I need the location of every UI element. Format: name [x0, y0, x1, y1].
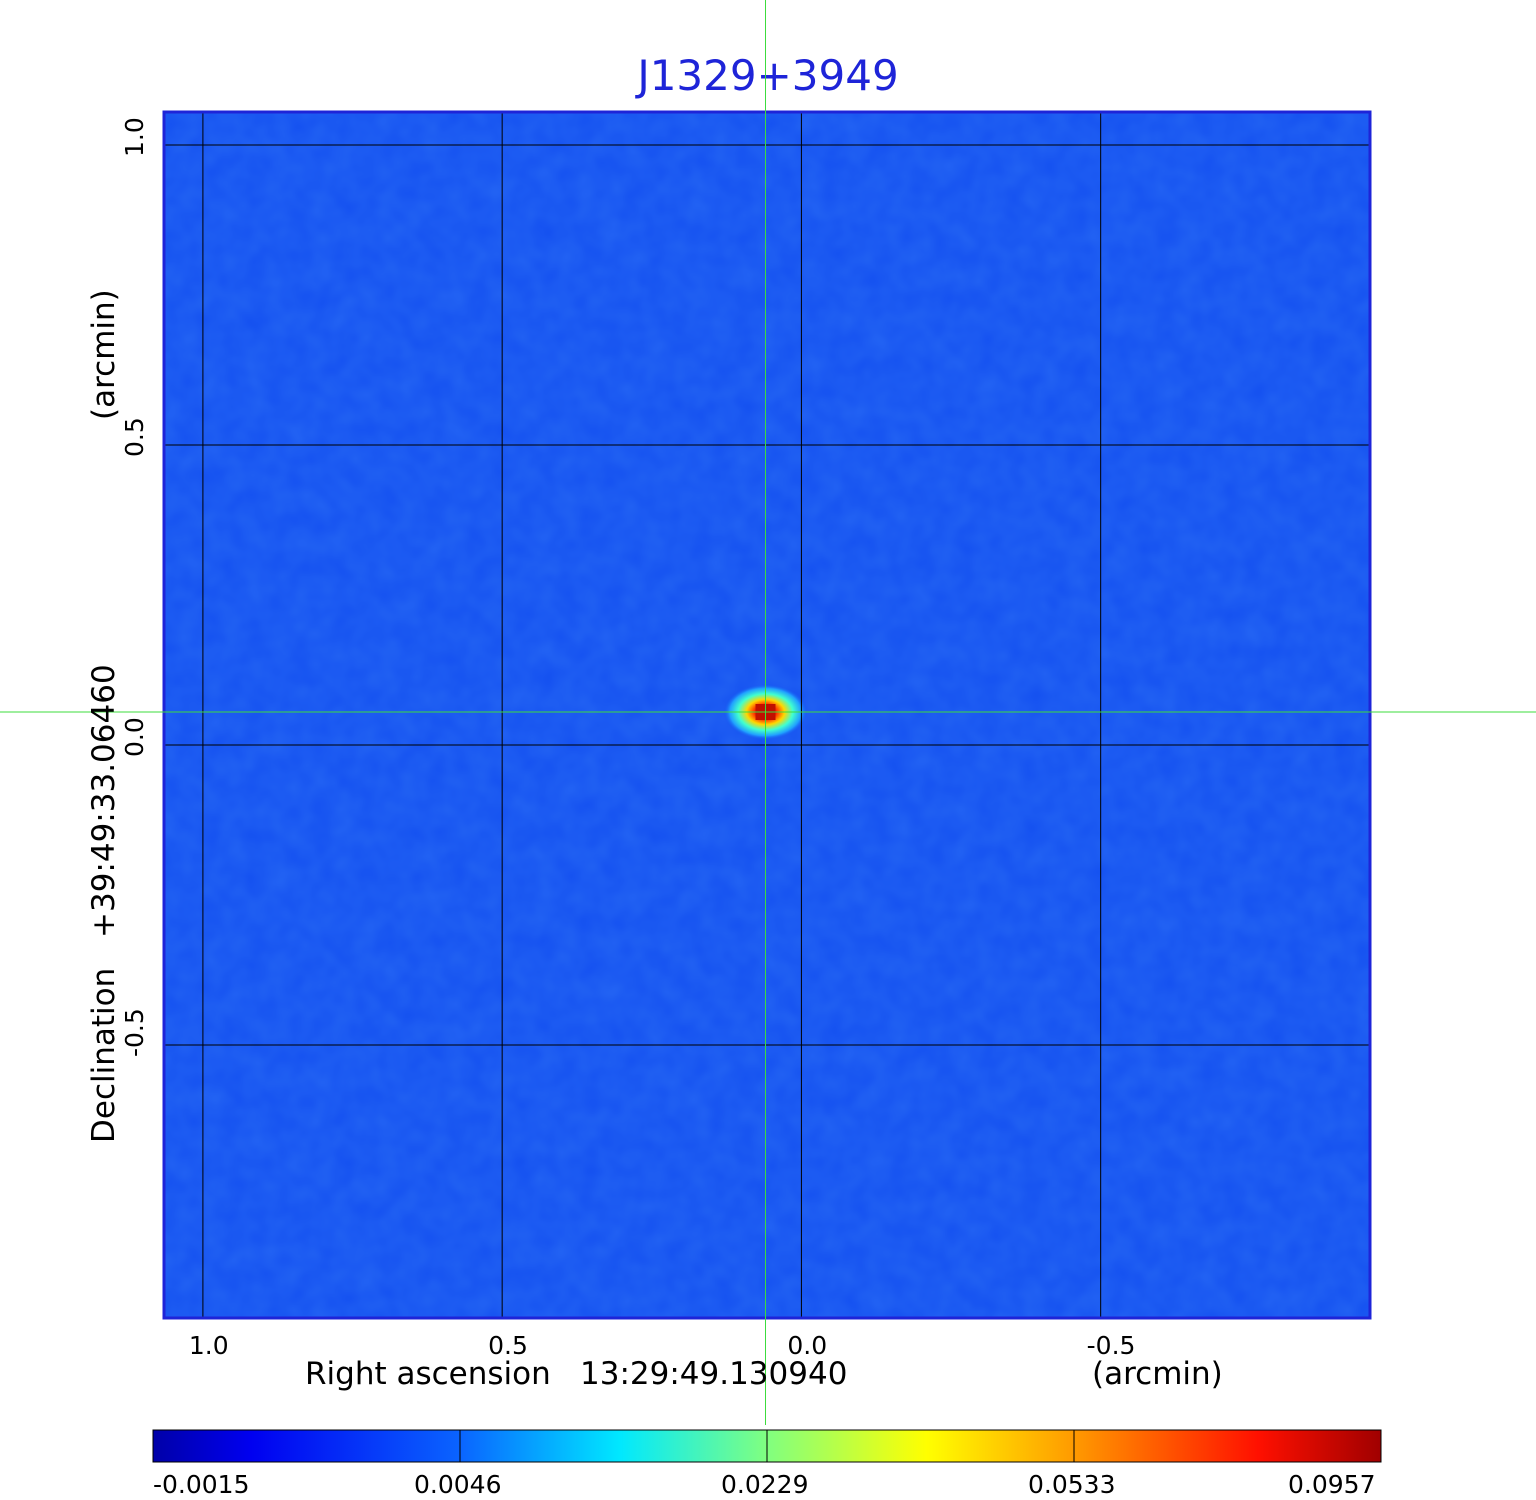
y-tick-label: 0.5 [120, 417, 149, 457]
colorbar-tick-label: 0.0957 [1288, 1470, 1376, 1499]
colorbar [152, 1429, 1382, 1463]
y-tick-label: -0.5 [120, 1008, 149, 1057]
x-tick-label: 0.5 [488, 1331, 528, 1360]
colorbar-tick-label: 0.0046 [414, 1470, 502, 1499]
x-axis-unit: (arcmin) [1092, 1356, 1223, 1392]
x-axis-ref: 13:29:49.130940 [580, 1356, 848, 1392]
frame-border [162, 110, 1372, 1320]
plot-title: J1329+3949 [637, 51, 899, 100]
x-tick-label: 1.0 [188, 1331, 229, 1360]
x-axis-label: Right ascension [305, 1356, 551, 1392]
y-axis-ref: +39:49:33.06460 [86, 664, 122, 938]
y-axis-unit: (arcmin) [86, 289, 122, 420]
colorbar-tick-label: 0.0229 [721, 1470, 809, 1499]
y-tick-label: 1.0 [120, 117, 149, 157]
y-axis-label: Declination [86, 967, 122, 1143]
x-tick-label: 0.0 [787, 1331, 828, 1360]
y-tick-label: 0.0 [120, 717, 149, 757]
colorbar-tick-label: 0.0533 [1028, 1470, 1116, 1499]
crosshair [0, 0, 1536, 1425]
plot-frame [162, 110, 1372, 1320]
coordinate-grid [164, 112, 1370, 1318]
x-tick-label: -0.5 [1086, 1331, 1136, 1360]
sky-image [164, 112, 1370, 1318]
colorbar-tick-label: -0.0015 [153, 1470, 250, 1499]
